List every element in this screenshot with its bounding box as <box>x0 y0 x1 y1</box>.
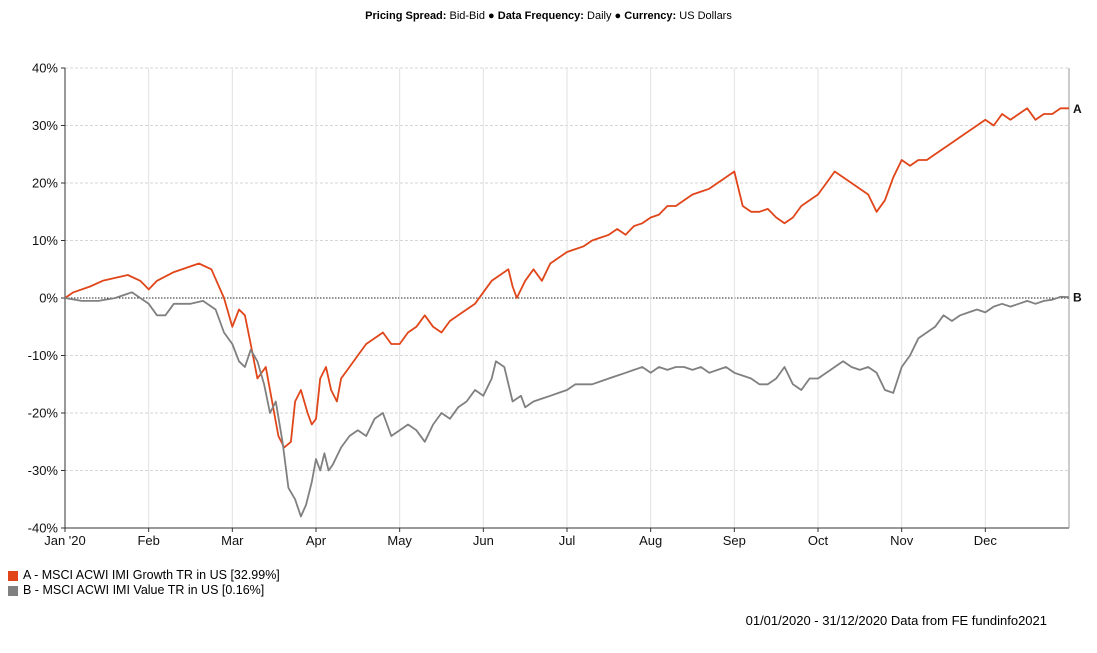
y-tick-label: 0% <box>39 291 58 306</box>
x-tick-label: Jan '20 <box>44 533 86 548</box>
pricing-spread-label: Pricing Spread: <box>365 10 447 22</box>
series-line-a <box>64 107 1069 449</box>
y-tick-label: 30% <box>32 118 58 133</box>
currency-value: US Dollars <box>679 10 732 22</box>
x-tick-label: Aug <box>639 533 662 548</box>
line-chart: 40% 30% 20% 10% 0% -10% -20% -30% -40% Jan '20 Fe… <box>28 61 1082 549</box>
series-line-b <box>64 291 1070 518</box>
y-tick-label: 40% <box>32 61 58 76</box>
series-end-label-a: A <box>1073 102 1082 116</box>
legend: A - MSCI ACWI IMI Growth TR in US [32.99… <box>8 568 280 598</box>
series-end-labels: AB <box>1073 102 1082 305</box>
legend-label-b: B - MSCI ACWI IMI Value TR in US [0.16%] <box>23 583 265 597</box>
legend-item-b: B - MSCI ACWI IMI Value TR in US [0.16%] <box>8 583 280 598</box>
x-tick-label: Sep <box>723 533 746 548</box>
x-tick-label: Feb <box>137 533 159 548</box>
series-end-label-b: B <box>1073 291 1082 305</box>
x-tick-label: Oct <box>808 533 829 548</box>
y-tick-label: -10% <box>28 348 59 363</box>
y-axis-ticks: 40% 30% 20% 10% 0% -10% -20% -30% -40% <box>28 61 65 536</box>
x-tick-label: May <box>387 533 412 548</box>
data-frequency-label: Data Frequency: <box>497 10 584 22</box>
x-axis-ticks: Jan '20 Feb Mar Apr May Jun Jul Aug Sep Oct Nov Dec <box>44 528 997 548</box>
legend-label-a: A - MSCI ACWI IMI Growth TR in US [32.99… <box>23 568 280 582</box>
x-tick-label: Dec <box>974 533 998 548</box>
separator: ● <box>614 10 622 22</box>
y-tick-label: 20% <box>32 176 58 191</box>
x-tick-label: Jun <box>473 533 494 548</box>
data-frequency-value: Daily <box>587 10 612 22</box>
pricing-spread-value: Bid-Bid <box>449 10 485 22</box>
chart-header: Pricing Spread: Bid-Bid ● Data Frequency… <box>0 10 1097 22</box>
y-tick-label: -40% <box>28 521 59 536</box>
currency-label: Currency: <box>624 10 677 22</box>
legend-swatch-a <box>8 570 18 581</box>
x-tick-label: Jul <box>559 533 576 548</box>
data-source-footer: 01/01/2020 - 31/12/2020 Data from FE fun… <box>745 613 1047 628</box>
x-tick-label: Apr <box>306 533 327 548</box>
x-tick-label: Nov <box>890 533 914 548</box>
series-lines <box>64 107 1070 518</box>
separator: ● <box>488 10 495 22</box>
legend-swatch-b <box>8 585 18 596</box>
y-tick-label: -20% <box>28 406 59 421</box>
legend-item-a: A - MSCI ACWI IMI Growth TR in US [32.99… <box>8 568 280 583</box>
x-tick-label: Mar <box>221 533 244 548</box>
y-tick-label: -30% <box>28 463 59 478</box>
y-tick-label: 10% <box>32 233 58 248</box>
